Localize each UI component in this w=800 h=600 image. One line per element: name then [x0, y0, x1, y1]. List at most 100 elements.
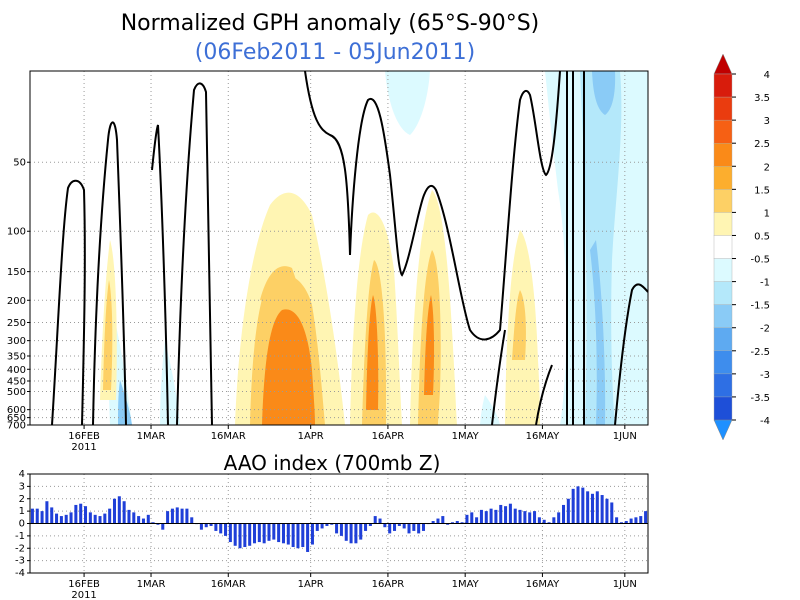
colorbar-segment — [713, 166, 733, 190]
aao-bar — [166, 511, 170, 524]
aao-bar — [586, 491, 590, 524]
colorbar-segment — [713, 281, 733, 306]
aao-bar — [576, 486, 580, 524]
aao-bar — [306, 523, 310, 552]
aao-bar — [441, 516, 445, 524]
aao-bar — [272, 523, 276, 540]
heatmap-fields — [100, 71, 648, 425]
aao-y-tick-label: -4 — [15, 568, 25, 579]
colorbar: 4 3.5 3 2.5 2 1.5 1 0.5 -0.5 -1 -1.5 -2 -2.5 -3 -3.5 -4 — [713, 53, 770, 441]
colorbar-label: -2 — [760, 324, 770, 335]
aao-bar — [132, 512, 136, 524]
aao-bar — [484, 511, 488, 524]
negative-anomaly-region — [160, 340, 180, 425]
aao-bar — [219, 523, 223, 534]
heatmap-x-tick-label: 16MAR — [211, 431, 246, 442]
colorbar-label: 3 — [764, 116, 770, 127]
colorbar-label: 3.5 — [754, 93, 770, 104]
aao-bar — [513, 508, 517, 524]
colorbar-segment — [713, 258, 733, 283]
colorbar-segment — [713, 396, 733, 421]
heatmap-title: Normalized GPH anomaly (65°S-90°S) — [121, 11, 540, 36]
aao-bar — [431, 521, 435, 524]
aao-x-tick-label: 16APR — [372, 579, 405, 590]
aao-bar — [571, 488, 575, 524]
aao-bar — [368, 523, 372, 526]
aao-x-tick-label: 1MAY — [452, 579, 480, 590]
heatmap-y-tick-label: 50 — [13, 158, 26, 169]
aao-bar — [605, 498, 609, 524]
colorbar-label: 2 — [764, 162, 770, 173]
aao-y-tick-label: -3 — [15, 556, 25, 567]
aao-bar — [296, 523, 300, 549]
aao-bar — [146, 514, 150, 524]
aao-bar — [629, 518, 633, 524]
zero-contour — [491, 329, 506, 425]
aao-bar — [267, 523, 271, 541]
aao-bar — [383, 523, 387, 528]
aao-bar — [310, 523, 314, 545]
aao-bar — [344, 523, 348, 541]
aao-bar — [55, 513, 59, 524]
colorbar-segment — [713, 189, 733, 213]
aao-bar — [581, 487, 585, 524]
aao-bar — [50, 507, 54, 524]
aao-bar — [489, 508, 493, 524]
colorbar-segment — [713, 96, 733, 121]
aao-bar — [137, 516, 141, 524]
heatmap-x-tick-label: 16FEB — [68, 431, 100, 442]
negative-anomaly-region — [590, 240, 606, 425]
aao-bar — [644, 511, 648, 524]
aao-bar — [518, 509, 522, 524]
aao-bars — [30, 486, 648, 552]
zero-contour — [151, 124, 169, 425]
aao-bar — [141, 518, 145, 524]
aao-bar — [475, 517, 479, 524]
colorbar-segment — [713, 142, 733, 167]
aao-bar — [600, 495, 604, 524]
heatmap-y-tick-label: 350 — [7, 351, 26, 362]
aao-bar — [504, 506, 508, 524]
aao-bar — [359, 523, 363, 540]
heatmap-y-tick-label: 450 — [7, 377, 26, 388]
colorbar-segment — [713, 119, 733, 144]
aao-bar — [252, 523, 257, 544]
colorbar-label: -4 — [760, 416, 770, 427]
aao-bar — [204, 523, 208, 528]
aao-bar — [320, 523, 324, 529]
aao-bar — [393, 523, 397, 531]
aao-bar — [79, 503, 83, 524]
aao-y-tick-label: 4 — [19, 469, 25, 480]
zero-contour — [51, 179, 86, 425]
aao-bar — [528, 512, 532, 524]
colorbar-segment — [713, 373, 733, 398]
aao-bar — [354, 523, 358, 544]
aao-y-tick-label: 1 — [19, 506, 25, 517]
zero-contours — [51, 71, 648, 425]
heatmap-y-tick-label: 700 — [7, 421, 26, 432]
aao-bar — [373, 516, 377, 524]
aao-bar — [378, 518, 382, 524]
aao-bar — [330, 523, 334, 525]
colorbar-bottom-arrow — [713, 419, 733, 441]
aao-bar — [542, 519, 546, 524]
aao-bar — [421, 523, 426, 531]
aao-bar — [180, 508, 184, 524]
colorbar-segment — [713, 212, 733, 236]
aao-bar — [315, 523, 319, 531]
aao-x-tick-label: 1JUN — [613, 579, 637, 590]
heatmap-y-tick-label: 400 — [7, 365, 26, 376]
aao-bar — [103, 513, 107, 524]
aao-bar — [301, 523, 305, 548]
positive-anomaly-core — [424, 295, 435, 395]
aao-bar — [499, 504, 503, 524]
heatmap-y-tick-label: 100 — [7, 227, 26, 238]
aao-bar — [615, 517, 619, 524]
aao-bar — [112, 498, 117, 524]
aao-bar — [639, 516, 643, 524]
colorbar-segment — [713, 304, 733, 329]
aao-y-tick-label: -1 — [15, 531, 25, 542]
aao-x-tick-label: 1APR — [298, 579, 324, 590]
aao-bar — [248, 523, 252, 546]
aao-bar — [291, 523, 295, 548]
